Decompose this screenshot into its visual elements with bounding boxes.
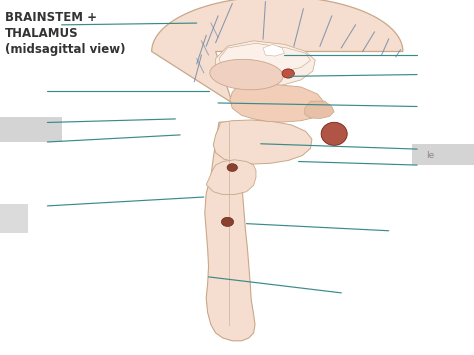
Ellipse shape	[210, 59, 283, 90]
Polygon shape	[219, 43, 310, 73]
Circle shape	[221, 217, 234, 226]
Bar	[0, 204, 28, 233]
Text: BRAINSTEM +
THALAMUS
(midsagittal view): BRAINSTEM + THALAMUS (midsagittal view)	[5, 11, 125, 56]
Polygon shape	[213, 120, 312, 164]
Circle shape	[227, 164, 237, 171]
Polygon shape	[206, 160, 256, 195]
Ellipse shape	[321, 122, 347, 146]
Polygon shape	[305, 101, 334, 119]
Polygon shape	[263, 44, 284, 56]
Polygon shape	[205, 122, 255, 341]
Text: le: le	[427, 151, 435, 160]
Bar	[0, 117, 62, 142]
Polygon shape	[152, 0, 403, 103]
Circle shape	[282, 69, 294, 78]
Polygon shape	[216, 41, 315, 87]
Bar	[412, 144, 474, 165]
Polygon shape	[230, 84, 325, 122]
